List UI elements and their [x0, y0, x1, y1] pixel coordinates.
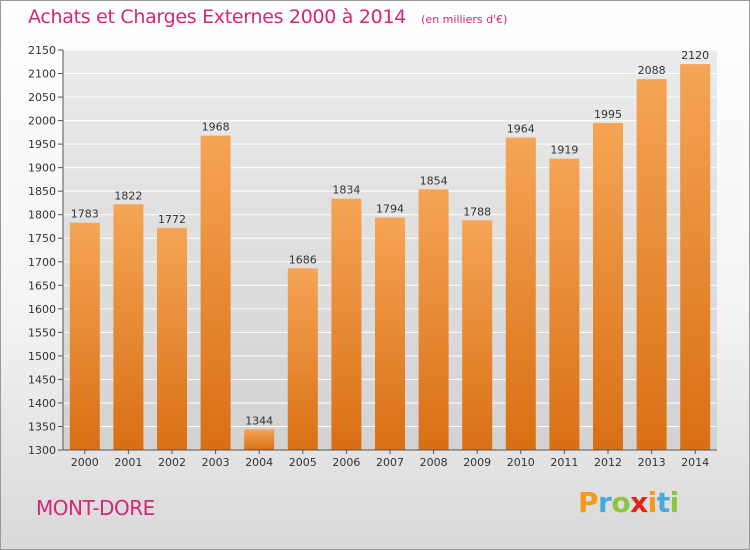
bar-2001	[113, 204, 144, 450]
x-tick-label: 2001	[114, 456, 142, 469]
y-tick-label: 1900	[28, 162, 56, 175]
x-axis: 2000 2001 2002 2003 2004 2005 2006 2007 2008 2009…	[63, 449, 717, 469]
bar-2008	[418, 189, 449, 450]
x-tick-label: 2005	[289, 456, 317, 469]
x-tick-label: 2013	[638, 456, 666, 469]
bar-2006	[331, 198, 362, 450]
x-tick-label: 2007	[376, 456, 404, 469]
bar-2003	[200, 135, 231, 450]
logo-letter: t	[656, 486, 670, 519]
data-label-2010: 1964	[507, 123, 535, 136]
y-tick-label: 1850	[28, 185, 56, 198]
data-label-2001: 1822	[114, 189, 142, 202]
y-tick-label: 2050	[28, 91, 56, 104]
logo-letter: i	[647, 486, 658, 519]
x-tick-label: 2000	[71, 456, 99, 469]
bar-2014	[680, 64, 711, 450]
bar-2012	[593, 122, 623, 451]
data-label-2008: 1854	[420, 174, 448, 187]
bar-2009	[462, 220, 493, 450]
x-tick-label: 2014	[681, 456, 709, 469]
data-label-2006: 1834	[332, 184, 360, 197]
y-axis: 1300 1350 1400 1450 1500 1550 1600 1650 1700 1750…	[28, 44, 64, 457]
data-label-2002: 1772	[158, 213, 186, 226]
x-tick-label: 2006	[332, 456, 360, 469]
y-tick-label: 1950	[28, 138, 56, 151]
bar-2000	[69, 222, 100, 450]
data-label-2005: 1686	[289, 253, 317, 266]
x-tick-label: 2011	[550, 456, 578, 469]
bar-2005	[287, 268, 318, 450]
data-label-2011: 1919	[550, 144, 578, 157]
bar-2011	[549, 158, 580, 451]
logo-letter: x	[630, 486, 648, 519]
y-tick-label: 1300	[28, 444, 56, 457]
chart-unit: (en milliers d'€)	[421, 13, 508, 26]
y-tick-label: 2100	[28, 68, 56, 81]
data-label-2004: 1344	[245, 414, 273, 427]
logo-letter: P	[578, 486, 599, 519]
chart-title: Achats et Charges Externes 2000 à 2014	[28, 6, 407, 28]
bar-2007	[375, 217, 405, 450]
proxiti-logo: Proxiti	[578, 486, 679, 519]
y-tick-label: 1750	[28, 232, 56, 245]
x-tick-label: 2012	[594, 456, 622, 469]
city-name: MONT-DORE	[36, 496, 155, 520]
x-tick-label: 2004	[245, 456, 273, 469]
x-tick-label: 2009	[463, 456, 491, 469]
data-label-2009: 1788	[463, 205, 491, 218]
y-tick-label: 1550	[28, 326, 56, 339]
data-label-2003: 1968	[202, 121, 230, 134]
logo-letter: r	[598, 486, 612, 519]
x-tick-label: 2010	[507, 456, 535, 469]
data-label-2000: 1783	[71, 208, 99, 221]
y-tick-label: 1700	[28, 256, 56, 269]
y-tick-label: 2150	[28, 44, 56, 57]
data-label-2007: 1794	[376, 203, 404, 216]
bar-2010	[505, 137, 536, 450]
data-label-2014: 2120	[681, 49, 709, 62]
y-tick-label: 1450	[28, 373, 56, 386]
data-label-2012: 1995	[594, 108, 622, 121]
logo-letter: o	[611, 486, 631, 519]
y-tick-label: 2000	[28, 115, 56, 128]
bar-2013	[636, 79, 667, 451]
y-tick-label: 1350	[28, 420, 56, 433]
bars	[69, 64, 711, 451]
y-tick-label: 1600	[28, 303, 56, 316]
bar-2004	[244, 429, 275, 450]
y-tick-label: 1650	[28, 279, 56, 292]
data-label-2013: 2088	[638, 64, 666, 77]
data-labels: 1783 1822 1772 1968 1344 1686 1834 1794 1854 1788…	[71, 49, 709, 427]
x-tick-label: 2008	[420, 456, 448, 469]
bar-2002	[157, 227, 187, 450]
y-tick-label: 1500	[28, 350, 56, 363]
x-tick-label: 2003	[202, 456, 230, 469]
y-tick-label: 1800	[28, 209, 56, 222]
logo-letter: i	[669, 486, 680, 519]
x-tick-label: 2002	[158, 456, 186, 469]
title-block: Achats et Charges Externes 2000 à 2014 (…	[28, 6, 507, 28]
y-tick-label: 1400	[28, 397, 56, 410]
